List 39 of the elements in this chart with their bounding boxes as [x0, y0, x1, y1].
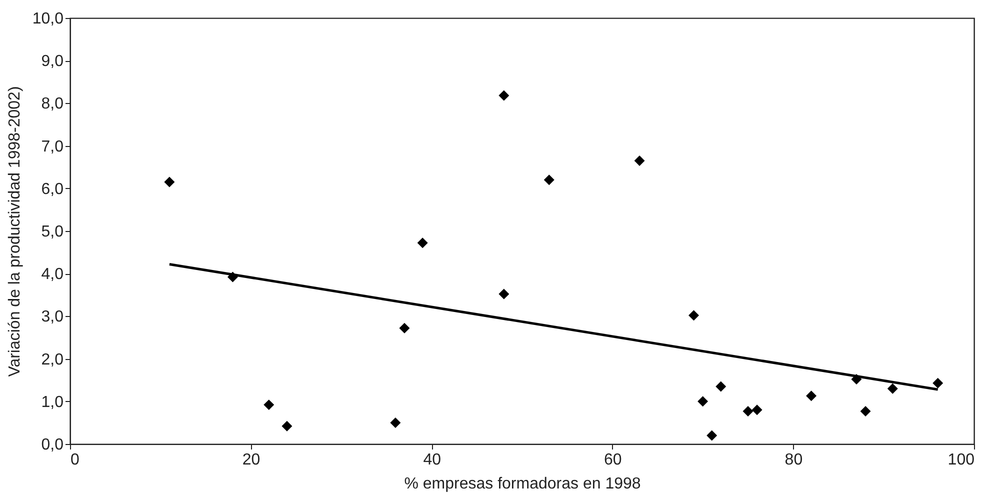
x-tick-label: 60	[604, 452, 622, 468]
point	[860, 406, 871, 416]
point	[417, 238, 428, 248]
point	[390, 417, 401, 428]
y-axis-title: Variación de la productividad 1998-2002)	[6, 86, 24, 377]
y-tick-label: 9,0	[41, 53, 64, 70]
x-tick-label: 0	[70, 452, 80, 468]
y-tick-label: 5,0	[41, 224, 64, 240]
point	[498, 90, 510, 101]
x-tick-label: 40	[423, 452, 442, 468]
point	[806, 390, 817, 402]
point	[544, 174, 554, 186]
y-tick-label: 7,0	[41, 138, 64, 156]
point	[498, 288, 510, 300]
x-axis-title: % empresas formadoras en 1998	[404, 476, 641, 492]
point	[282, 420, 292, 432]
y-tick-label: 1,0	[41, 394, 64, 411]
point	[399, 322, 410, 334]
y-tick-label: 2,0	[41, 351, 64, 368]
x-tick-label: 80	[784, 452, 803, 468]
y-tick-label: 10,0	[32, 10, 64, 28]
point	[752, 404, 762, 416]
point	[164, 176, 175, 188]
point	[698, 396, 708, 407]
y-tick-label: 4,0	[41, 266, 64, 284]
point	[634, 155, 645, 166]
point	[716, 381, 726, 392]
point	[706, 430, 718, 441]
point	[742, 406, 754, 416]
y-tick-label: 3,0	[41, 308, 64, 326]
y-tick-label: 8,0	[41, 96, 64, 113]
point	[264, 400, 274, 410]
x-tick-label: 20	[242, 452, 260, 468]
x-tick-label: 100	[948, 452, 975, 468]
y-tick-label: 0,0	[41, 436, 64, 454]
y-tick-label: 6,0	[41, 180, 64, 198]
point	[932, 378, 944, 388]
point	[887, 383, 898, 394]
point	[688, 310, 700, 321]
